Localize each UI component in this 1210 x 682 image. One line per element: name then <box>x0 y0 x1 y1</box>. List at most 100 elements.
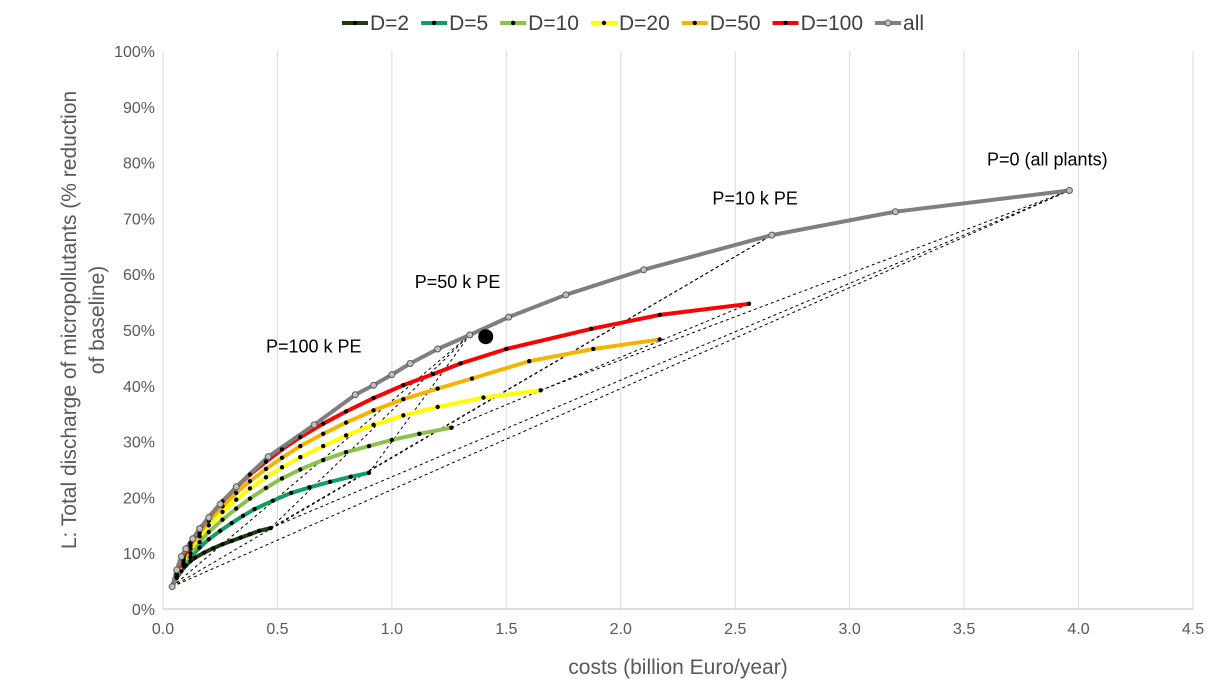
data-point-all <box>177 553 185 561</box>
x-tick-label: 2.0 <box>610 621 632 638</box>
data-point-d-50 <box>321 431 326 436</box>
plot-border <box>162 51 1193 610</box>
data-point-d-5 <box>307 485 312 490</box>
legend-marker-d-50 <box>692 20 697 26</box>
data-point-d-50 <box>469 376 475 381</box>
data-point-d-2 <box>192 555 198 560</box>
data-point-d-10 <box>279 476 285 481</box>
data-point-d-100 <box>188 540 193 546</box>
data-point-all <box>640 266 648 274</box>
data-point-d-20 <box>220 509 225 515</box>
data-point-d-20 <box>263 475 269 480</box>
data-point-d-5 <box>327 479 333 484</box>
data-point-all <box>370 381 378 389</box>
data-point-all <box>168 583 176 591</box>
data-point-d-10 <box>343 450 349 455</box>
legend: D=2 D=5 D=10 D=20 D=50 D=100 all <box>341 12 924 35</box>
legend-label-d-20: D=20 <box>619 12 670 35</box>
data-point-d-100 <box>247 472 253 477</box>
data-point-d-20 <box>371 422 376 428</box>
data-point-d-50 <box>298 443 303 449</box>
data-point-d-5 <box>348 474 353 479</box>
data-point-d-2 <box>256 528 262 534</box>
dashed-guide-line <box>270 334 471 529</box>
data-point-d-5 <box>252 506 257 512</box>
legend-label-all: all <box>903 12 924 35</box>
data-point-d-20 <box>481 395 486 400</box>
data-point-all <box>205 513 213 521</box>
data-point-d-100 <box>746 301 752 306</box>
x-tick-label: 1.0 <box>381 621 403 638</box>
y-tick-label: 80% <box>123 156 155 173</box>
data-point-all <box>1065 187 1073 194</box>
data-point-all <box>351 391 359 399</box>
data-point-d-2 <box>268 525 273 531</box>
data-point-all <box>466 331 474 339</box>
x-tick-label: 4.0 <box>1067 621 1089 638</box>
data-point-d-5 <box>229 520 234 526</box>
data-point-d-50 <box>591 346 596 352</box>
y-tick-label: 0% <box>132 602 155 619</box>
data-point-d-10 <box>298 467 303 472</box>
legend-marker-d-20 <box>601 20 607 26</box>
data-point-d-20 <box>197 534 202 539</box>
y-axis-title: L: Total discharge of micropollutants (%… <box>58 91 109 549</box>
annotation-p-0-all-plants: P=0 (all plants) <box>987 149 1108 169</box>
data-point-d-5 <box>188 554 193 560</box>
y-tick-label: 20% <box>123 490 155 507</box>
data-point-d-100 <box>588 326 594 332</box>
data-point-d-5 <box>288 490 294 496</box>
data-point-all <box>406 359 414 367</box>
highlight-marker <box>478 329 494 345</box>
legend-label-d-100: D=100 <box>801 12 863 35</box>
data-point-d-100 <box>504 346 509 352</box>
y-tick-label: 90% <box>123 100 155 117</box>
data-point-d-20 <box>279 465 285 470</box>
grid <box>276 51 1194 609</box>
data-point-d-5 <box>181 564 186 569</box>
data-point-all <box>196 525 204 533</box>
data-point-d-2 <box>229 538 234 544</box>
data-point-d-2 <box>202 550 207 555</box>
data-point-d-10 <box>263 485 269 491</box>
legend-marker-d-2 <box>352 20 358 26</box>
data-point-d-100 <box>263 459 269 464</box>
y-axis-title-line-2: of baseline) <box>86 266 109 375</box>
data-point-all <box>388 371 396 379</box>
data-point-all <box>189 535 197 543</box>
series-line-d-50 <box>170 337 662 589</box>
legend-marker-d-100 <box>783 20 788 26</box>
series-points <box>168 187 1073 591</box>
data-point-all <box>264 453 272 461</box>
data-point-d-10 <box>321 457 326 463</box>
legend-marker-d-10 <box>510 20 516 26</box>
data-point-d-5 <box>366 470 372 476</box>
data-point-all <box>310 421 318 429</box>
data-point-d-10 <box>247 496 253 501</box>
data-point-d-20 <box>343 433 349 438</box>
data-point-d-100 <box>430 371 436 377</box>
data-point-all <box>891 208 899 216</box>
dashed-guide-line <box>368 334 471 474</box>
data-point-d-50 <box>527 359 532 364</box>
data-point-d-5 <box>270 498 276 503</box>
data-point-all <box>232 483 240 491</box>
data-point-d-20 <box>401 413 406 418</box>
axis-ticks: 0.0 0.5 1.0 1.5 2.0 2.5 3.0 3.5 4.0 4.5 0% 10% 20% 30… <box>114 44 1204 638</box>
data-point-d-5 <box>206 537 211 542</box>
x-tick-label: 3.0 <box>839 621 861 638</box>
legend-marker-all <box>884 19 892 27</box>
series-line-d-100 <box>170 301 751 589</box>
data-point-d-5 <box>218 528 223 534</box>
data-point-d-50 <box>401 396 406 402</box>
data-point-d-50 <box>279 455 285 460</box>
dashed-guide-line <box>270 234 773 529</box>
data-point-d-50 <box>197 530 202 536</box>
x-axis-title: costs (billion Euro/year) <box>568 656 787 679</box>
series-line-d-5 <box>170 470 371 589</box>
annotation-p-10-k-pe: P=10 k PE <box>712 188 798 208</box>
data-point-d-20 <box>234 497 239 502</box>
legend-label-d-2: D=2 <box>370 12 409 35</box>
y-tick-label: 40% <box>123 379 155 396</box>
